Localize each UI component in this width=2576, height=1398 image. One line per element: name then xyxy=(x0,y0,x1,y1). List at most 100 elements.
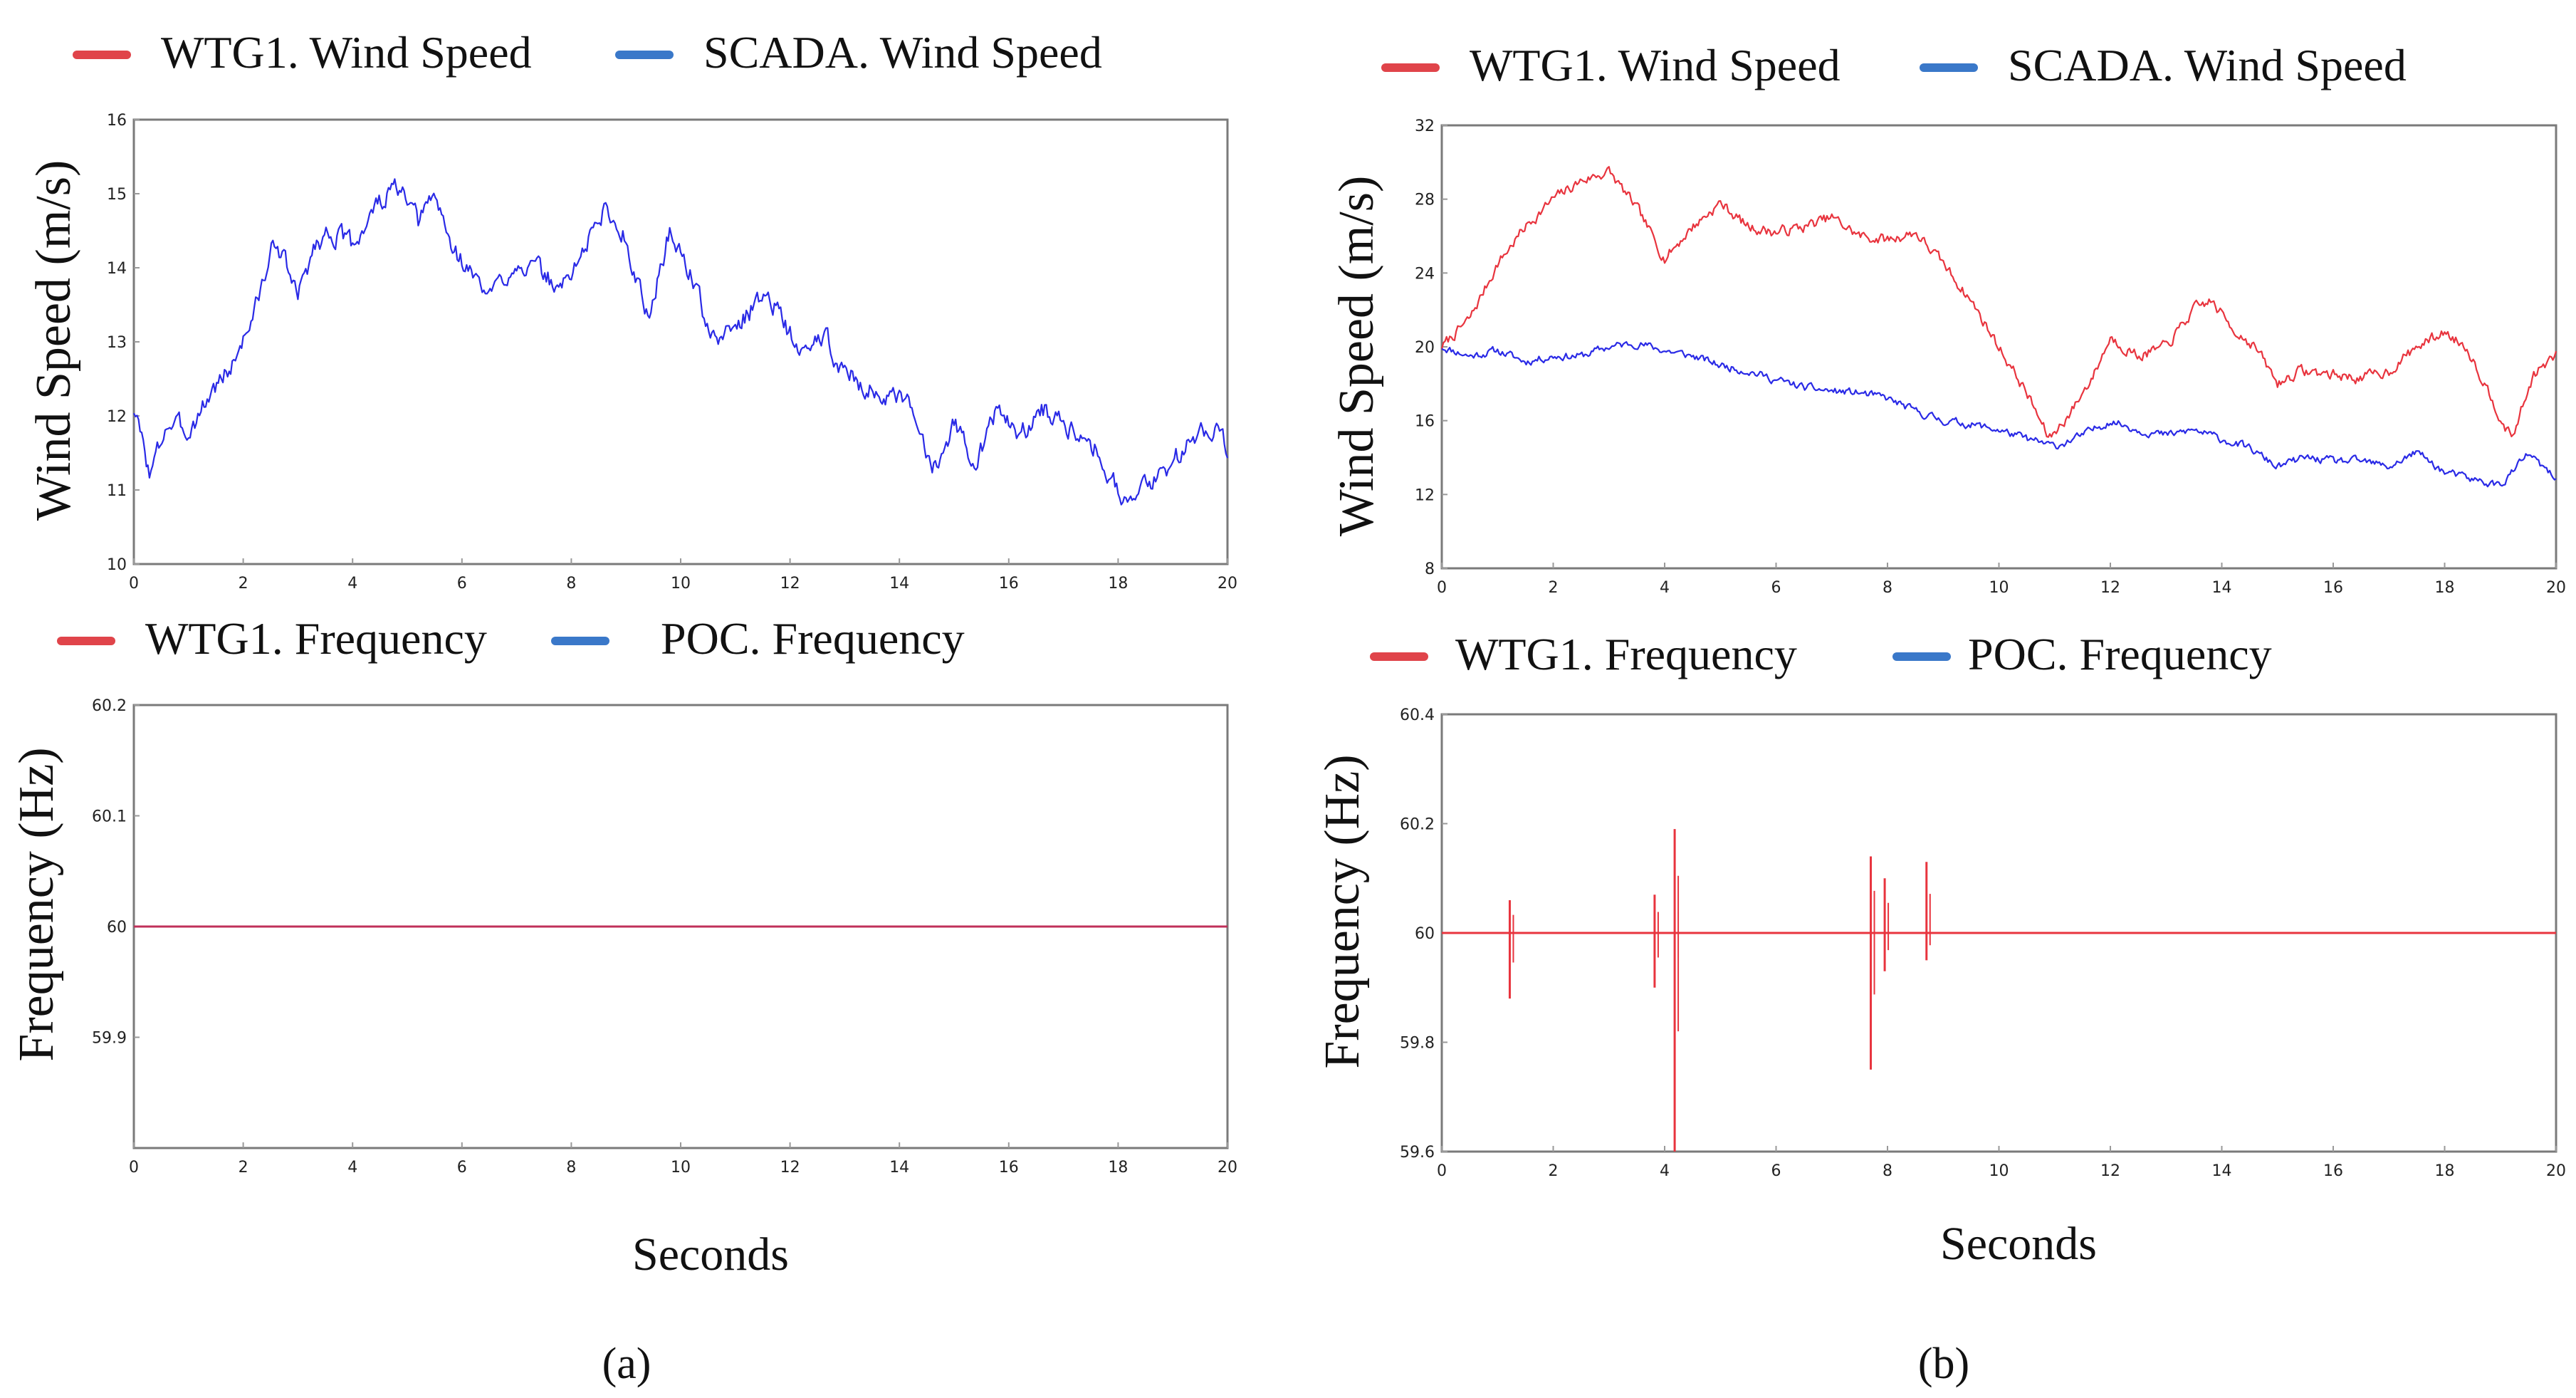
plot-frame xyxy=(132,118,1229,565)
x-tick-label: 18 xyxy=(2435,579,2455,597)
legend-label-poc-freq: POC. Frequency xyxy=(1968,629,2272,679)
series-layer xyxy=(1440,166,2557,488)
x-axis-label: Seconds xyxy=(1940,1218,2097,1270)
x-tick-label: 6 xyxy=(457,1159,467,1177)
x-tick-label: 18 xyxy=(2435,1162,2455,1180)
y-tick-label: 24 xyxy=(1415,265,1435,283)
x-tick-label: 14 xyxy=(889,575,909,593)
y-tick-label: 14 xyxy=(107,260,127,278)
legend-label-wtg1-wind: WTG1. Wind Speed xyxy=(1470,40,1841,90)
x-tick-label: 6 xyxy=(1771,579,1781,597)
y-tick-label: 16 xyxy=(1415,413,1435,431)
x-tick-label: 20 xyxy=(1218,1159,1237,1177)
y-tick-label: 59.6 xyxy=(1400,1144,1435,1162)
legend-b-freq: WTG1. Frequency POC. Frequency xyxy=(1370,629,2272,679)
plot-frame xyxy=(1440,124,2557,570)
x-tick-label: 6 xyxy=(457,575,467,593)
chart-b-freq: WTG1. Frequency POC. Frequency Frequency… xyxy=(1315,629,2566,1270)
x-tick-label: 10 xyxy=(671,1159,691,1177)
y-tick-label: 60.4 xyxy=(1400,706,1435,724)
x-tick-label: 4 xyxy=(347,575,357,593)
series-wtg1-wind-speed xyxy=(1440,166,2557,438)
x-tick-label: 10 xyxy=(671,575,691,593)
y-tick-label: 12 xyxy=(107,408,127,426)
y-tick-label: 10 xyxy=(107,556,127,574)
x-tick-label: 2 xyxy=(1549,1162,1559,1180)
x-tick-label: 10 xyxy=(1989,1162,2009,1180)
x-tick-label: 20 xyxy=(2546,579,2566,597)
x-tick-label: 2 xyxy=(239,1159,248,1177)
chart-a-freq: WTG1. Frequency POC. Frequency Frequency… xyxy=(9,613,1237,1280)
x-tick-label: 20 xyxy=(1218,575,1237,593)
x-tick-label: 8 xyxy=(1883,1162,1892,1180)
x-tick-label: 0 xyxy=(1437,1162,1447,1180)
y-tick-label: 60 xyxy=(107,919,127,937)
y-axis-label: Frequency (Hz) xyxy=(9,747,64,1061)
x-tick-label: 8 xyxy=(1883,579,1892,597)
y-tick-label: 59.8 xyxy=(1400,1035,1435,1053)
legend-b-wind: WTG1. Wind Speed SCADA. Wind Speed xyxy=(1381,40,2407,90)
x-tick-label: 8 xyxy=(566,575,576,593)
axis-ticks: 0 2 4 6 8 10 12 14 16 18 20 10 11 12 13 14 15 16 xyxy=(107,112,1237,593)
y-axis-label: Frequency (Hz) xyxy=(1315,754,1370,1068)
y-tick-label: 11 xyxy=(107,482,127,500)
y-tick-label: 15 xyxy=(107,186,127,204)
axis-ticks: 0 2 4 6 8 10 12 14 16 18 20 59.6 59.8 60 60.2 60.4 xyxy=(1400,706,2566,1180)
y-axis-label: Wind Speed (m/s) xyxy=(1329,176,1384,537)
chart-b-wind: WTG1. Wind Speed SCADA. Wind Speed Wind … xyxy=(1329,40,2566,597)
y-tick-label: 20 xyxy=(1415,339,1435,357)
x-tick-label: 18 xyxy=(1108,1159,1128,1177)
x-tick-label: 16 xyxy=(999,575,1019,593)
axis-ticks: 0 2 4 6 8 10 12 14 16 18 20 59.9 60 60.1 60.2 xyxy=(92,697,1237,1177)
y-tick-label: 13 xyxy=(107,334,127,352)
x-tick-label: 0 xyxy=(129,1159,139,1177)
chart-a-wind: WTG1. Wind Speed SCADA. Wind Speed Wind … xyxy=(26,27,1237,593)
legend-label-wtg1-freq: WTG1. Frequency xyxy=(1455,629,1797,679)
x-tick-label: 16 xyxy=(999,1159,1019,1177)
y-tick-label: 16 xyxy=(107,112,127,130)
x-tick-label: 14 xyxy=(2212,1162,2232,1180)
x-tick-label: 12 xyxy=(2100,579,2120,597)
legend-label-scada-wind: SCADA. Wind Speed xyxy=(703,27,1102,78)
x-tick-label: 12 xyxy=(2100,1162,2120,1180)
legend-a-freq: WTG1. Frequency POC. Frequency xyxy=(57,613,965,664)
x-tick-label: 10 xyxy=(1989,579,2009,597)
legend-label-wtg1-freq: WTG1. Frequency xyxy=(145,613,487,664)
x-tick-label: 16 xyxy=(2323,1162,2343,1180)
y-tick-label: 12 xyxy=(1415,486,1435,504)
x-tick-label: 4 xyxy=(1660,579,1670,597)
x-tick-label: 20 xyxy=(2546,1162,2566,1180)
y-tick-label: 60.2 xyxy=(1400,816,1435,834)
series-layer xyxy=(1442,829,2556,1152)
series-layer xyxy=(133,178,1229,506)
x-tick-label: 12 xyxy=(780,1159,800,1177)
y-tick-label: 32 xyxy=(1415,118,1435,135)
x-tick-label: 16 xyxy=(2323,579,2343,597)
x-tick-label: 0 xyxy=(1437,579,1447,597)
x-tick-label: 6 xyxy=(1771,1162,1781,1180)
series-scada-wind-speed xyxy=(133,178,1229,506)
x-tick-label: 4 xyxy=(1660,1162,1670,1180)
legend-label-scada-wind: SCADA. Wind Speed xyxy=(2008,40,2407,90)
series-scada-wind-speed xyxy=(1441,341,2557,488)
panel-label-a: (a) xyxy=(602,1340,651,1388)
x-axis-label: Seconds xyxy=(632,1229,789,1280)
y-tick-label: 59.9 xyxy=(92,1030,127,1048)
x-tick-label: 4 xyxy=(347,1159,357,1177)
x-tick-label: 8 xyxy=(566,1159,576,1177)
x-tick-label: 2 xyxy=(1549,579,1559,597)
legend-label-poc-freq: POC. Frequency xyxy=(661,613,965,664)
y-tick-label: 60 xyxy=(1415,925,1435,943)
y-tick-label: 28 xyxy=(1415,192,1435,209)
y-tick-label: 60.2 xyxy=(92,697,127,715)
y-tick-label: 60.1 xyxy=(92,808,127,826)
x-tick-label: 14 xyxy=(889,1159,909,1177)
x-tick-label: 0 xyxy=(129,575,139,593)
panel-label-b: (b) xyxy=(1918,1340,1969,1388)
x-tick-label: 2 xyxy=(239,575,248,593)
x-tick-label: 14 xyxy=(2212,579,2232,597)
y-axis-label: Wind Speed (m/s) xyxy=(26,160,81,521)
x-tick-label: 18 xyxy=(1108,575,1128,593)
